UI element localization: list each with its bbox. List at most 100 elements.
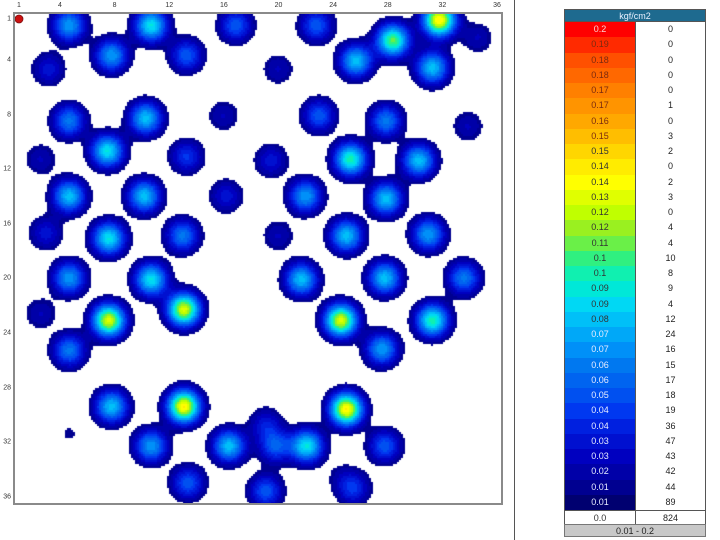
legend-row: 0.01 89	[565, 494, 705, 510]
legend-level-value: 0.16	[565, 113, 635, 129]
pressure-hotspot	[342, 405, 348, 411]
y-tick-label: 36	[3, 493, 11, 501]
legend-row: 0.15 2	[565, 144, 705, 160]
legend-level-value: 0.08	[565, 311, 635, 327]
pressure-hotspot	[179, 232, 185, 238]
legend-level-value: 0.18	[565, 52, 635, 68]
legend-row: 0.01 44	[565, 479, 705, 495]
legend-level-value: 0.01	[565, 479, 635, 495]
pressure-hotspot	[183, 52, 189, 58]
pressure-hotspot	[105, 316, 111, 322]
y-tick-label: 24	[3, 329, 11, 337]
legend-level-count: 16	[635, 342, 705, 358]
pressure-hotspot	[474, 34, 480, 40]
pressure-hotspot	[312, 21, 318, 27]
pressure-heatmap-plot	[13, 12, 503, 505]
color-legend: kgf/cm2 0.2 0 0.19 0 0.18 0 0.18 0 0.17 0 0.17 1 0.1…	[564, 9, 706, 527]
pressure-hotspot	[381, 442, 387, 448]
pressure-hotspot	[180, 402, 186, 408]
legend-level-value: 0.14	[565, 159, 635, 175]
x-tick-label: 36	[493, 2, 501, 9]
legend-row: 0.14 0	[565, 159, 705, 175]
pressure-hotspot	[147, 275, 153, 281]
legend-level-count: 4	[635, 220, 705, 236]
legend-level-count: 8	[635, 266, 705, 282]
pressure-hotspot	[262, 487, 268, 493]
legend-row: 0.03 47	[565, 433, 705, 449]
legend-level-value: 0.03	[565, 449, 635, 465]
legend-level-count: 0	[635, 205, 705, 221]
legend-level-count: 42	[635, 464, 705, 480]
legend-level-value: 0.1	[565, 250, 635, 266]
legend-level-value: 0.1	[565, 266, 635, 282]
legend-level-value: 0.05	[565, 388, 635, 404]
pressure-hotspot	[180, 306, 186, 312]
legend-level-count: 17	[635, 372, 705, 388]
legend-level-count: 9	[635, 281, 705, 297]
legend-rows: 0.2 0 0.19 0 0.18 0 0.18 0 0.17 0 0.17 1 0.16 0 0.15 3 0…	[564, 22, 706, 527]
pressure-hotspot	[349, 484, 355, 490]
pressure-hotspot	[65, 21, 71, 27]
legend-level-count: 10	[635, 250, 705, 266]
legend-row: 0.18 0	[565, 67, 705, 83]
pressure-hotspot	[65, 117, 71, 123]
y-tick-label: 1	[7, 15, 11, 23]
pressure-hotspot	[184, 479, 190, 485]
legend-row: 0.19 0	[565, 37, 705, 53]
legend-level-value: 0.02	[565, 464, 635, 480]
pressure-hotspot	[267, 157, 273, 163]
legend-level-count: 44	[635, 479, 705, 495]
pressure-hotspot	[147, 442, 153, 448]
legend-level-value: 0.01	[565, 494, 635, 510]
pressure-hotspot	[301, 192, 307, 198]
legend-level-count: 0	[635, 113, 705, 129]
pressure-hotspot	[108, 52, 114, 58]
legend-row: 0.14 2	[565, 174, 705, 190]
legend-row: 0.17 0	[565, 83, 705, 99]
pressure-hotspot	[381, 274, 387, 280]
pressure-hotspot	[428, 64, 434, 70]
pressure-hotspot	[271, 442, 277, 448]
pressure-hotspot	[222, 192, 228, 198]
legend-level-count: 19	[635, 403, 705, 419]
legend-level-count: 3	[635, 128, 705, 144]
pressure-hotspot	[142, 114, 148, 120]
legend-level-value: 0.13	[565, 189, 635, 205]
pressure-hotspot	[183, 153, 189, 159]
legend-level-value: 0.06	[565, 357, 635, 373]
legend-level-count: 24	[635, 327, 705, 343]
legend-level-value: 0.07	[565, 342, 635, 358]
legend-unit-header: kgf/cm2	[564, 9, 706, 22]
legend-level-count: 0	[635, 83, 705, 99]
pressure-hotspot	[140, 192, 146, 198]
pressure-hotspot	[105, 235, 111, 241]
legend-level-count: 0	[635, 52, 705, 68]
legend-level-value: 0.07	[565, 327, 635, 343]
legend-level-count: 4	[635, 296, 705, 312]
legend-row: 0.08 12	[565, 311, 705, 327]
legend-level-value: 0.14	[565, 174, 635, 190]
x-tick-label: 20	[274, 2, 283, 9]
pressure-hotspot	[65, 274, 71, 280]
x-tick-label: 1	[17, 2, 21, 9]
legend-level-value: 0.18	[565, 67, 635, 83]
pressure-hotspot	[274, 232, 280, 238]
legend-row: 0.1 8	[565, 266, 705, 282]
pressure-hotspot	[147, 21, 153, 27]
y-tick-label: 16	[3, 220, 11, 228]
pressure-hotspot	[65, 192, 71, 198]
legend-row: 0.12 4	[565, 220, 705, 236]
x-tick-label: 32	[438, 2, 447, 9]
legend-row: 0.18 0	[565, 52, 705, 68]
pressure-hotspot	[428, 316, 434, 322]
legend-level-count: 15	[635, 357, 705, 373]
pressure-hotspot	[315, 112, 321, 118]
pressure-hotspot	[382, 195, 388, 201]
pressure-hotspot	[460, 274, 466, 280]
pressure-hotspot	[65, 430, 71, 436]
x-tick-label: 4	[58, 2, 62, 9]
legend-level-value: 0.15	[565, 144, 635, 160]
x-tick-label: 12	[165, 2, 174, 9]
legend-level-count: 18	[635, 388, 705, 404]
pressure-hotspot	[103, 147, 109, 153]
